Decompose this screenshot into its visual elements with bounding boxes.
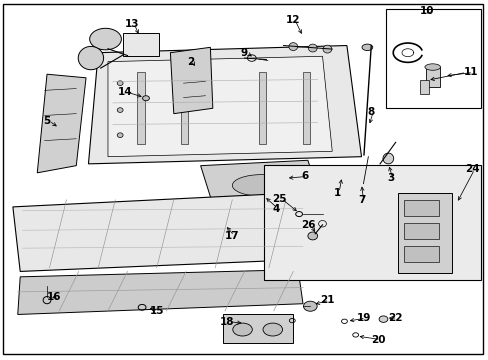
Bar: [222, 315, 293, 343]
Bar: [122, 33, 159, 56]
Polygon shape: [13, 193, 317, 271]
Text: 21: 21: [320, 295, 334, 305]
Text: 13: 13: [125, 19, 139, 29]
Text: 24: 24: [465, 164, 479, 174]
Ellipse shape: [263, 323, 282, 336]
Bar: [419, 80, 428, 94]
Ellipse shape: [117, 81, 123, 86]
Text: 10: 10: [419, 6, 434, 17]
Text: 19: 19: [356, 313, 370, 323]
Polygon shape: [200, 160, 322, 212]
Text: 16: 16: [47, 292, 61, 302]
Bar: [264, 165, 480, 280]
Ellipse shape: [232, 175, 290, 196]
Ellipse shape: [323, 45, 331, 53]
Text: 1: 1: [333, 188, 340, 198]
Text: 8: 8: [367, 107, 374, 117]
Polygon shape: [18, 270, 303, 315]
Text: 22: 22: [387, 313, 402, 323]
Bar: [404, 223, 438, 239]
Ellipse shape: [288, 42, 297, 50]
Text: 7: 7: [357, 195, 365, 205]
Bar: [385, 9, 480, 108]
Ellipse shape: [232, 323, 252, 336]
Bar: [181, 72, 188, 144]
Bar: [404, 200, 438, 216]
Ellipse shape: [308, 44, 317, 52]
Text: 3: 3: [386, 173, 394, 183]
Ellipse shape: [89, 28, 121, 50]
Bar: [303, 72, 310, 144]
Ellipse shape: [303, 301, 317, 311]
Ellipse shape: [117, 133, 123, 138]
Ellipse shape: [142, 96, 149, 101]
Text: 2: 2: [187, 57, 194, 67]
Polygon shape: [170, 47, 212, 114]
Text: 6: 6: [301, 171, 308, 181]
Bar: [137, 72, 144, 144]
Text: 5: 5: [43, 116, 51, 126]
Bar: [425, 67, 439, 87]
Text: 4: 4: [272, 204, 279, 214]
Polygon shape: [108, 56, 331, 157]
Bar: [259, 72, 266, 144]
Text: 25: 25: [272, 194, 286, 204]
Text: 12: 12: [285, 15, 300, 26]
Ellipse shape: [361, 44, 372, 50]
Text: 14: 14: [118, 87, 132, 97]
Ellipse shape: [378, 316, 387, 322]
Ellipse shape: [78, 46, 103, 70]
Text: 20: 20: [370, 334, 385, 345]
Bar: [397, 193, 451, 273]
Polygon shape: [37, 74, 86, 173]
Text: 15: 15: [149, 306, 163, 316]
Ellipse shape: [349, 176, 363, 191]
Ellipse shape: [424, 64, 440, 70]
Ellipse shape: [382, 153, 393, 164]
Text: 26: 26: [301, 220, 315, 230]
Text: 18: 18: [220, 317, 234, 327]
Text: 11: 11: [463, 67, 478, 77]
Bar: [404, 246, 438, 262]
Ellipse shape: [117, 108, 123, 112]
Text: 9: 9: [241, 48, 247, 58]
Ellipse shape: [307, 232, 317, 240]
Polygon shape: [88, 45, 361, 164]
Text: 17: 17: [224, 231, 239, 240]
